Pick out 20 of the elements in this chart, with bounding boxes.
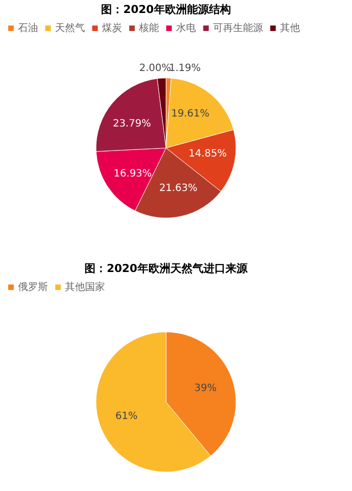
legend-label: 水电 xyxy=(176,22,196,34)
data-label: 21.63% xyxy=(159,183,198,194)
data-label: 2.00% xyxy=(139,63,172,74)
legend-label: 其他国家 xyxy=(65,281,105,294)
data-label: 39% xyxy=(194,382,217,394)
data-label: 14.85% xyxy=(188,148,227,160)
data-label: 16.93% xyxy=(114,168,152,180)
legend-label: 核能 xyxy=(138,22,159,34)
legend-label: 可再生能源 xyxy=(213,22,263,34)
legend-label: 天然气 xyxy=(55,22,85,34)
legend-label: 俄罗斯 xyxy=(18,281,48,294)
data-label: 61% xyxy=(115,411,138,422)
legend-label: 煤炭 xyxy=(102,22,122,34)
data-label: 19.61% xyxy=(171,108,210,120)
chart-title: 图：2020年欧洲天然气进口来源 xyxy=(84,262,248,275)
data-label: 23.79% xyxy=(112,118,151,130)
legend-label: 石油 xyxy=(18,22,38,34)
data-label: 1.19% xyxy=(168,63,201,74)
chart-title: 图：2020年欧洲能源结构 xyxy=(101,3,231,16)
legend-label: 其他 xyxy=(280,22,300,34)
